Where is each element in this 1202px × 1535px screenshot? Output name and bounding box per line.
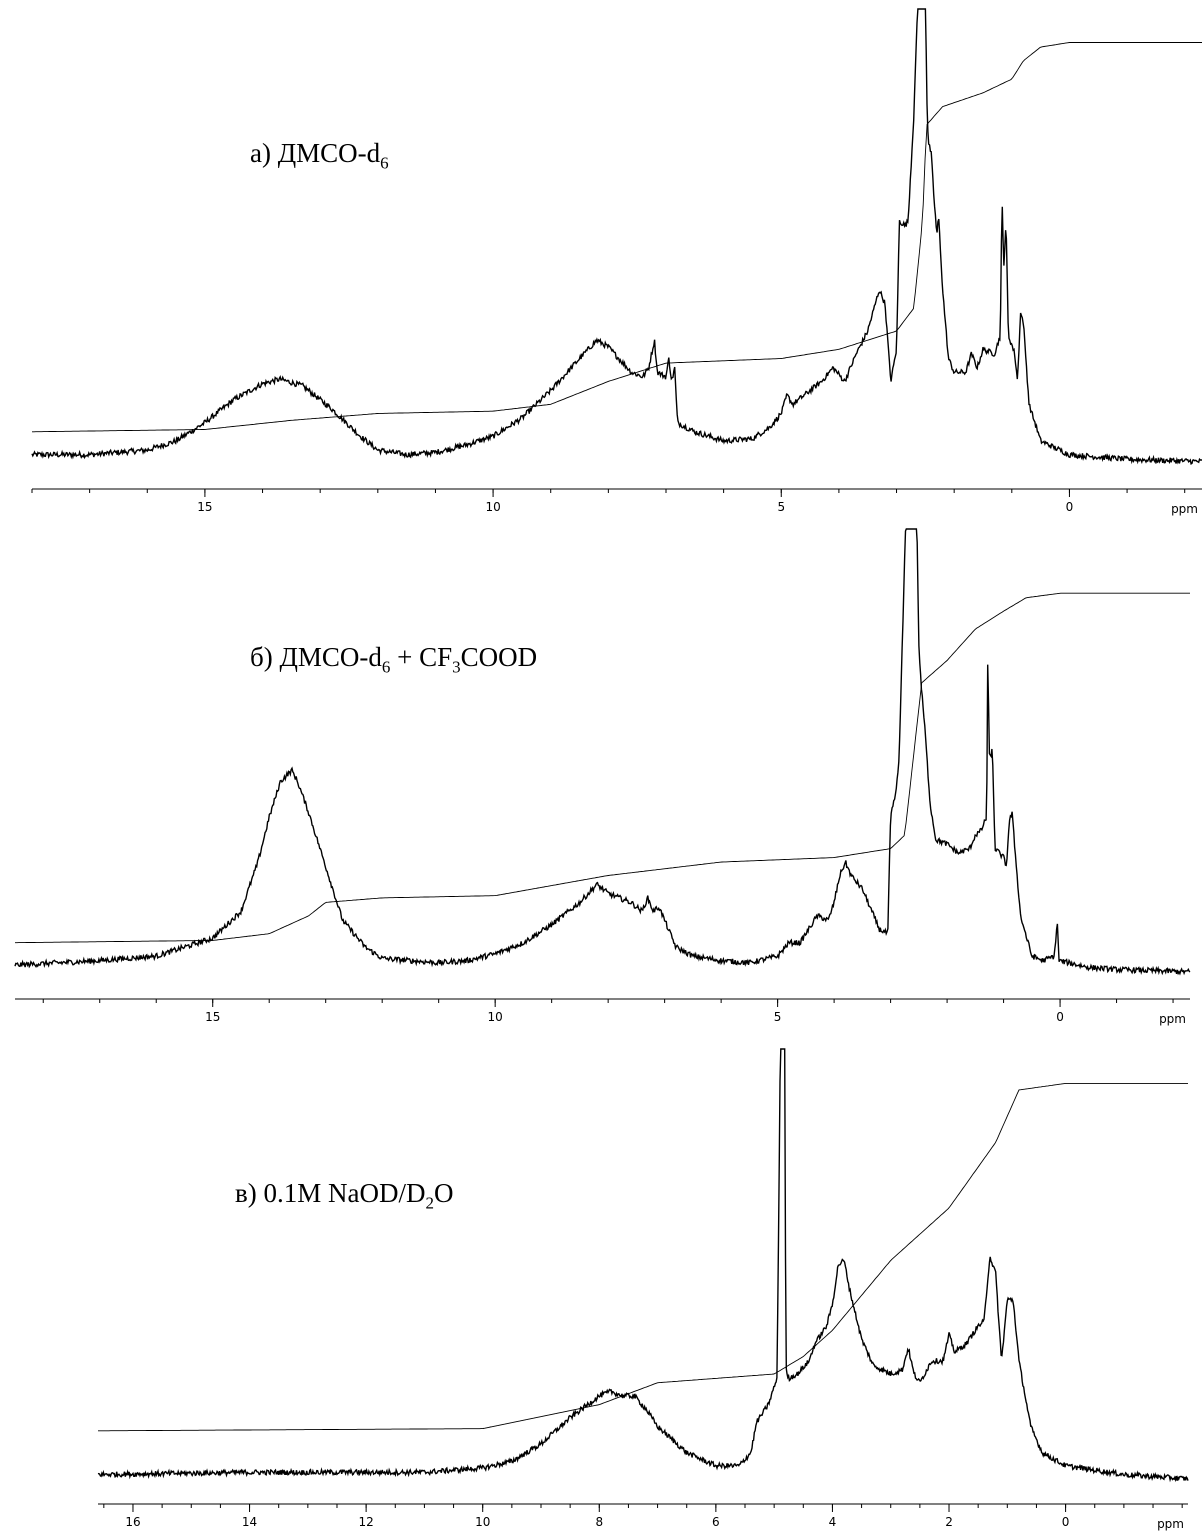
spectrum-panel-b: 15 10 5 0 ppm б) ДМСО-d6 + CF3COOD — [0, 520, 1202, 1040]
integral-curve — [32, 42, 1202, 433]
spectrum-trace — [14, 528, 1191, 976]
tick-label: 0 — [1062, 1515, 1070, 1529]
x-axis-unit-label: ppm — [1171, 502, 1198, 516]
spectrum-a-plot: 15 10 5 0 ppm — [31, 8, 1202, 516]
spectrum-trace — [97, 1048, 1189, 1483]
tick-label: 10 — [485, 500, 500, 514]
tick-label: 2 — [945, 1515, 953, 1529]
tick-label: 8 — [595, 1515, 603, 1529]
tick-label: 10 — [475, 1515, 490, 1529]
tick-label: 0 — [1066, 500, 1074, 514]
spectrum-a-label: а) ДМСО-d6 — [250, 138, 389, 173]
integral-curve — [15, 592, 1190, 944]
tick-label: 10 — [488, 1010, 503, 1024]
spectrum-c-label: в) 0.1М NaOD/D2O — [235, 1178, 454, 1213]
x-axis-unit-label: ppm — [1159, 1012, 1186, 1026]
x-axis-unit-label: ppm — [1157, 1517, 1184, 1531]
tick-label: 5 — [777, 500, 785, 514]
tick-label: 4 — [829, 1515, 837, 1529]
integral-curve — [98, 1082, 1188, 1432]
spectrum-panel-c: 16 14 12 10 8 6 4 2 0 ppm в) 0.1М NaOD/D2O — [0, 1040, 1202, 1535]
tick-label: 15 — [205, 1010, 220, 1024]
tick-label: 14 — [242, 1515, 257, 1529]
spectrum-panel-a: 15 10 5 0 ppm а) ДМСО-d6 — [0, 0, 1202, 520]
tick-label: 0 — [1056, 1010, 1064, 1024]
tick-label: 12 — [358, 1515, 373, 1529]
spectrum-b-label: б) ДМСО-d6 + CF3COOD — [250, 642, 538, 677]
spectrum-c-plot: 16 14 12 10 8 6 4 2 0 ppm — [97, 1048, 1189, 1531]
tick-label: 16 — [125, 1515, 140, 1529]
spectrum-b-plot: 15 10 5 0 ppm — [14, 528, 1191, 1026]
tick-label: 15 — [197, 500, 212, 514]
tick-label: 6 — [712, 1515, 720, 1529]
tick-label: 5 — [774, 1010, 782, 1024]
spectrum-trace — [31, 8, 1202, 466]
